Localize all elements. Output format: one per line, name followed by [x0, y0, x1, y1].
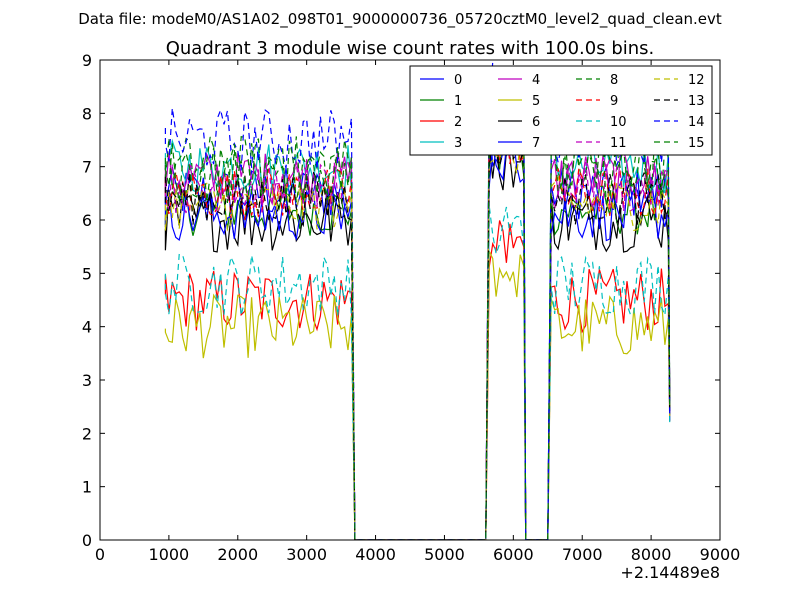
legend-label: 15 [688, 136, 705, 151]
series-line-10 [164, 205, 671, 540]
series-line-6 [164, 144, 671, 540]
chart-title: Quadrant 3 module wise count rates with … [166, 38, 655, 59]
legend-label: 1 [454, 94, 462, 109]
series-line-15 [164, 104, 671, 540]
y-tick-label: 8 [82, 104, 92, 123]
x-tick-label: 1000 [149, 545, 190, 564]
legend-label: 10 [610, 115, 627, 130]
legend-label: 14 [688, 115, 705, 130]
suptitle: Data file: modeM0/AS1A02_098T01_90000007… [78, 10, 722, 29]
series-line-5 [164, 250, 671, 540]
x-tick-label: 0 [95, 545, 105, 564]
x-tick-label: 8000 [631, 545, 672, 564]
legend-label: 8 [610, 73, 618, 88]
legend-label: 9 [610, 94, 618, 109]
legend-label: 3 [454, 136, 462, 151]
legend-label: 6 [532, 115, 540, 130]
legend-label: 7 [532, 136, 540, 151]
y-tick-label: 0 [82, 531, 92, 550]
series-line-2 [164, 220, 671, 540]
x-tick-label: 5000 [424, 545, 465, 564]
series-line-8 [164, 94, 671, 540]
y-tick-label: 3 [82, 371, 92, 390]
y-tick-label: 1 [82, 478, 92, 497]
legend-label: 4 [532, 73, 540, 88]
x-offset-label: +2.14489e8 [620, 563, 720, 582]
x-tick-label: 2000 [217, 545, 258, 564]
x-tick-label: 4000 [355, 545, 396, 564]
legend-label: 12 [688, 73, 705, 88]
y-tick-label: 6 [82, 211, 92, 230]
legend-label: 13 [688, 94, 705, 109]
y-tick-label: 9 [82, 51, 92, 70]
x-tick-label: 7000 [562, 545, 603, 564]
series-line-4 [164, 106, 671, 540]
legend-label: 0 [454, 73, 462, 88]
axes-frame [99, 59, 721, 541]
legend-label: 11 [610, 136, 627, 151]
legend-box [409, 65, 713, 156]
series-line-7 [164, 138, 671, 540]
axis-ticks: 0 1000 2000 3000 4000 5000 6000 7000 8000 9000012… [82, 51, 741, 564]
x-tick-label: 9000 [700, 545, 741, 564]
series-line-13 [164, 125, 671, 540]
y-tick-label: 2 [82, 424, 92, 443]
plot-area [164, 62, 671, 540]
x-tick-label: 6000 [493, 545, 534, 564]
series-line-11 [164, 110, 671, 540]
legend-label: 5 [532, 94, 540, 109]
y-tick-label: 5 [82, 264, 92, 283]
series-line-9 [164, 120, 671, 540]
x-tick-label: 3000 [286, 545, 327, 564]
y-tick-label: 4 [82, 318, 92, 337]
y-tick-label: 7 [82, 158, 92, 177]
legend-label: 2 [454, 115, 462, 130]
